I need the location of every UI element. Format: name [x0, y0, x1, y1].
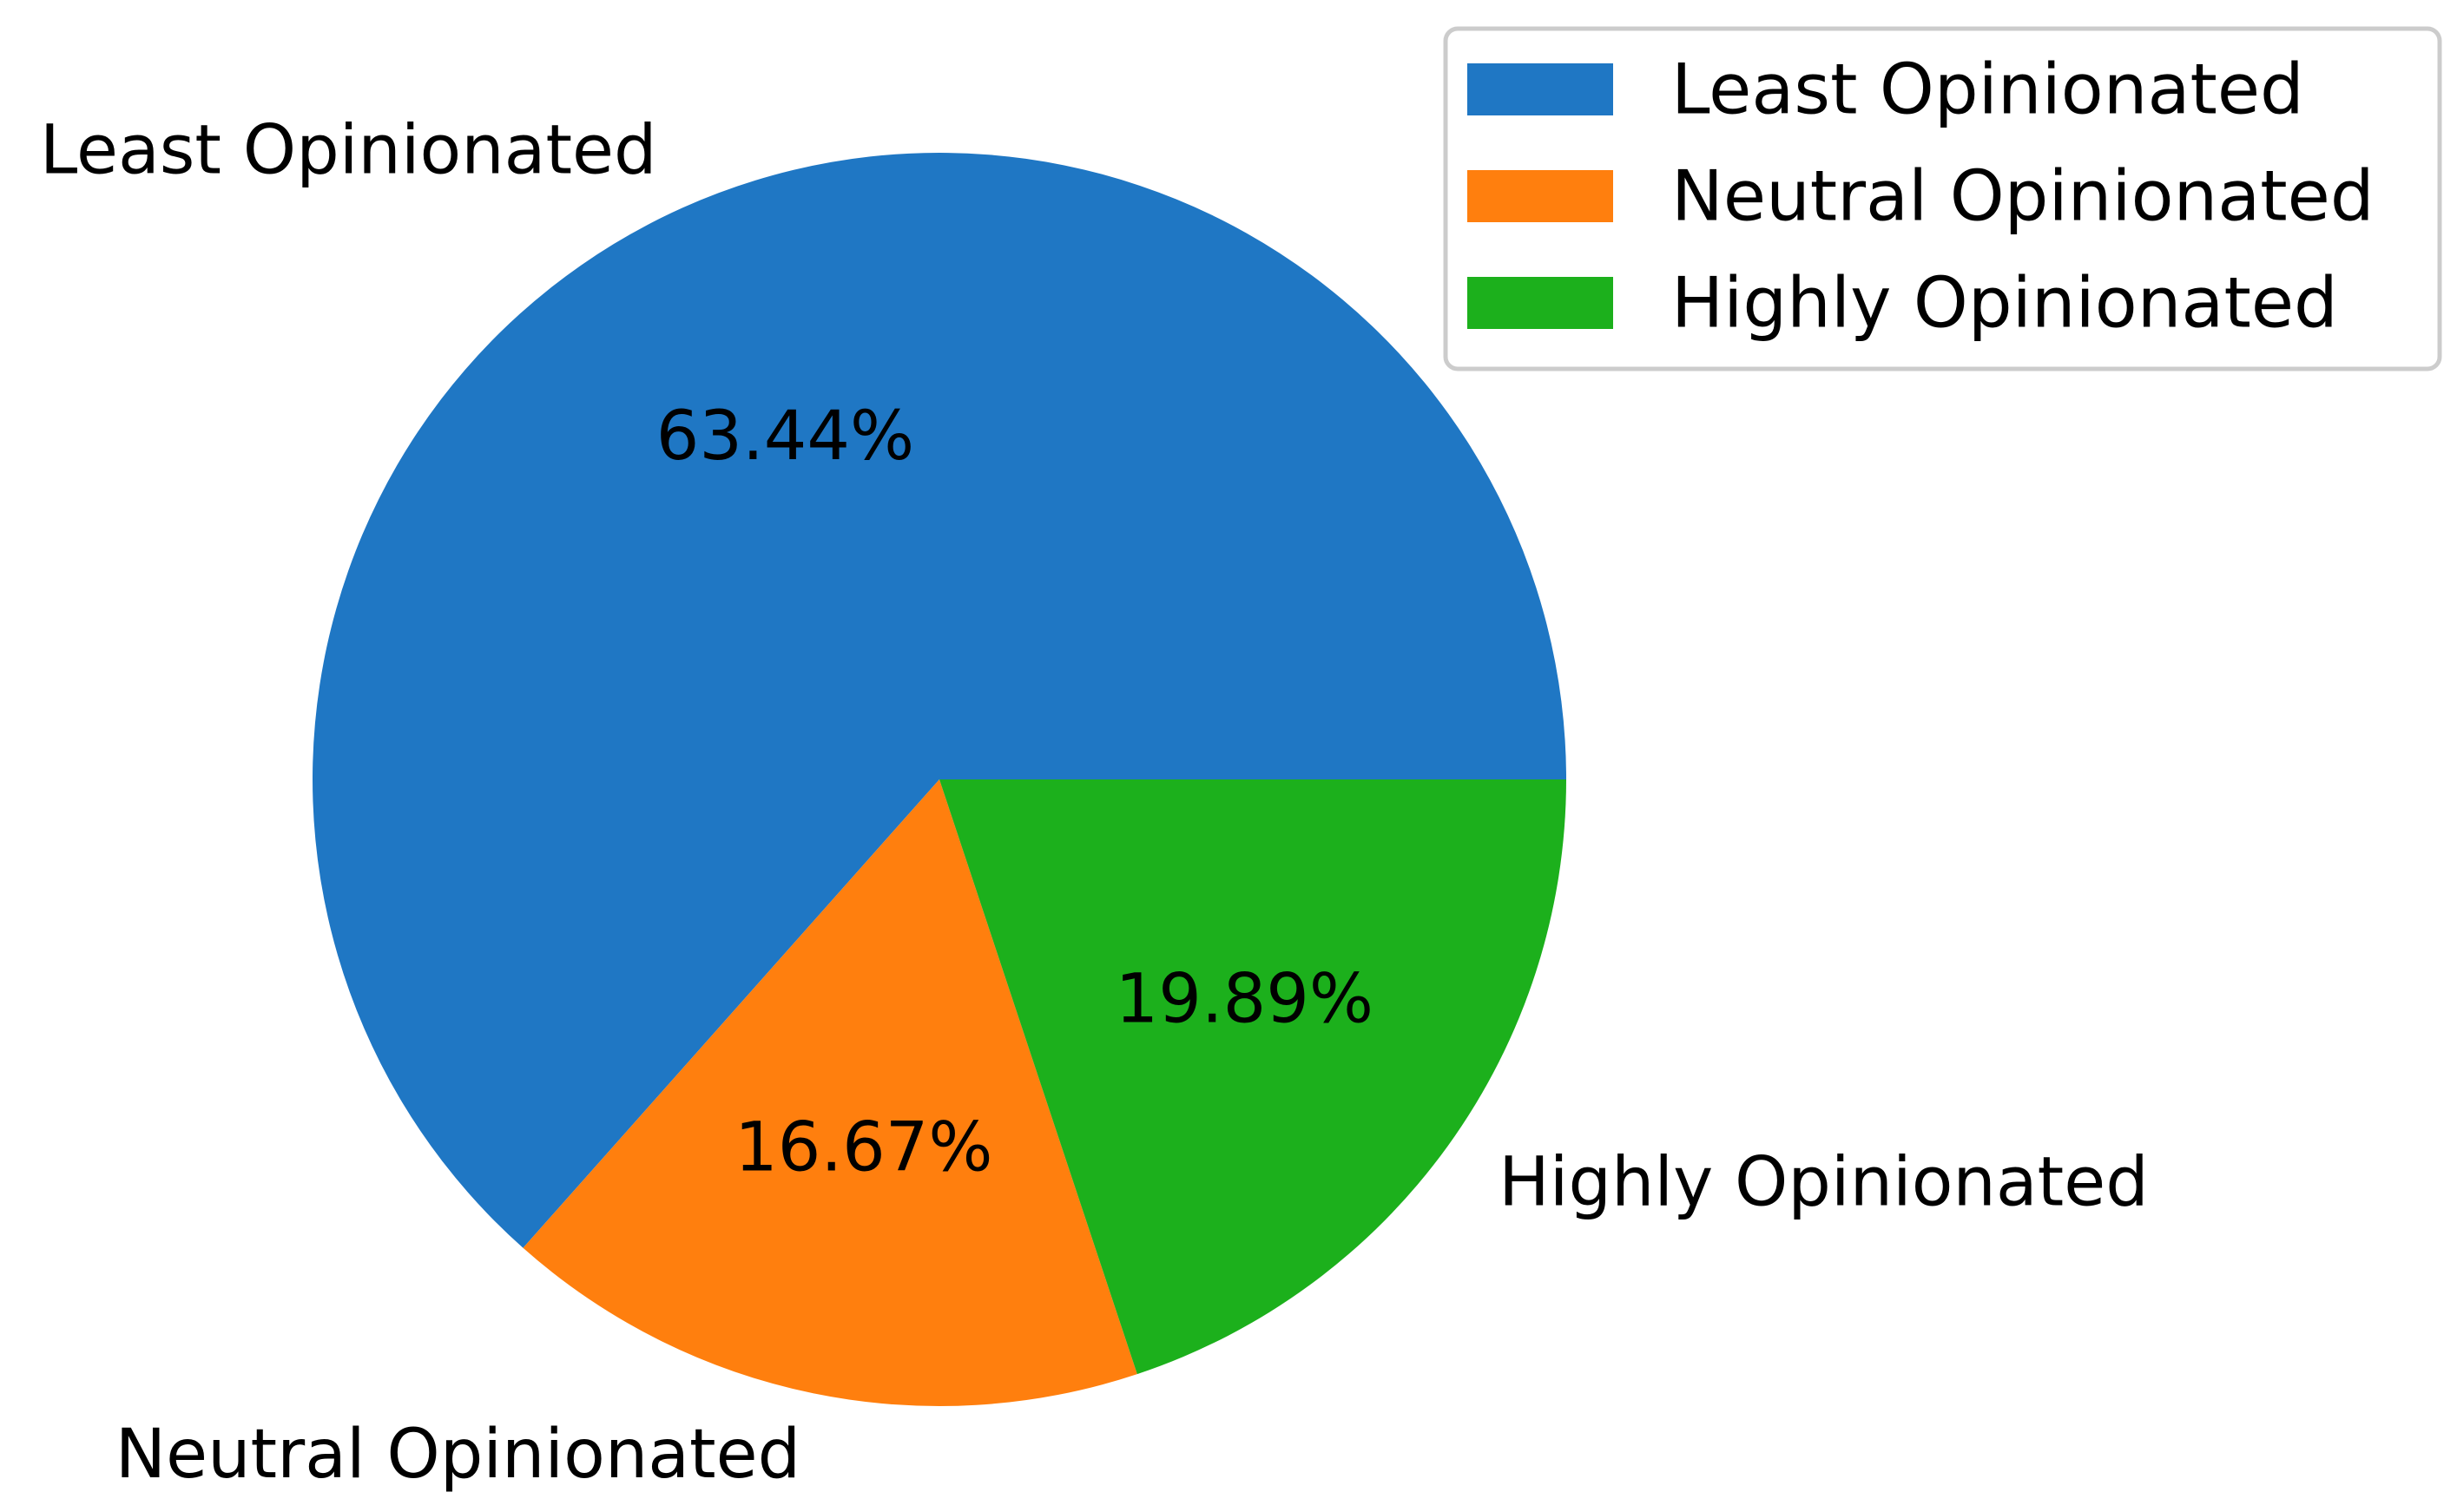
slice-label-least-opinionated: Least Opinionated	[40, 112, 657, 190]
legend-label-least-opinionated: Least Opinionated	[1671, 49, 2304, 130]
pie-slice-least-opinionated	[312, 152, 1566, 1248]
legend-swatch-least-opinionated	[1467, 63, 1613, 115]
pie-slice-highly-opinionated	[939, 779, 1566, 1375]
legend: Least Opinionated Neutral Opinionated High…	[1443, 26, 2442, 371]
slice-label-highly-opinionated: Highly Opinionated	[1499, 1144, 2149, 1222]
legend-label-highly-opinionated: Highly Opinionated	[1671, 263, 2338, 344]
slice-labels: Least Opinionated Neutral Opinionated High…	[40, 112, 2149, 1494]
pie-slices	[312, 152, 1566, 1406]
legend-swatch-neutral-opinionated	[1467, 170, 1613, 222]
legend-label-neutral-opinionated: Neutral Opinionated	[1671, 156, 2375, 237]
slice-percentage-least-opinionated: 63.44%	[656, 398, 914, 476]
percentage-labels: 63.44% 16.67% 19.89%	[656, 398, 1373, 1187]
slice-percentage-highly-opinionated: 19.89%	[1116, 960, 1373, 1038]
slice-label-neutral-opinionated: Neutral Opinionated	[115, 1416, 800, 1494]
legend-frame	[1443, 26, 2442, 371]
pie-slice-neutral-opinionated	[523, 779, 1137, 1406]
legend-swatch-highly-opinionated	[1467, 277, 1613, 329]
slice-percentage-neutral-opinionated: 16.67%	[734, 1108, 992, 1187]
